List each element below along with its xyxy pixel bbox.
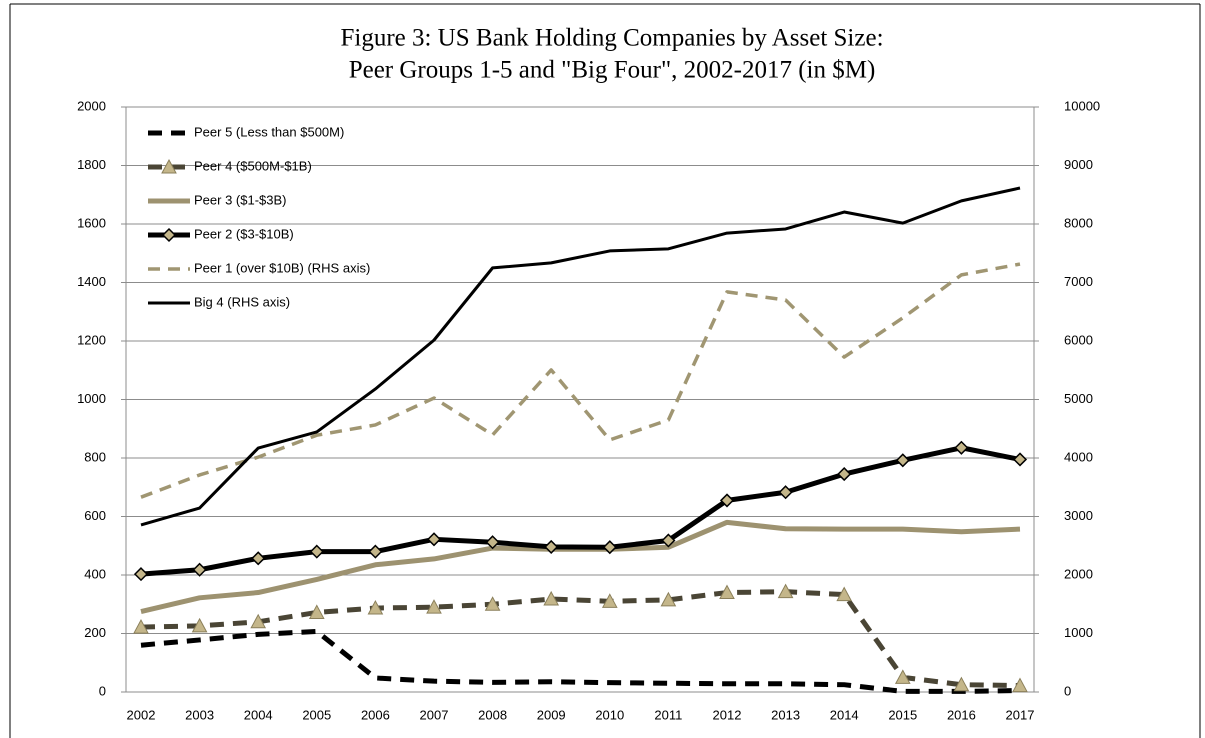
marker: [426, 532, 442, 547]
marker: [368, 544, 383, 559]
marker: [777, 583, 794, 599]
legend-label: Peer 2 ($3-$10B): [194, 226, 294, 241]
marker: [192, 562, 207, 577]
marker: [309, 544, 324, 559]
y2-tick-label: 0: [1064, 683, 1071, 698]
legend-label: Peer 3 ($1-$3B): [194, 192, 287, 207]
y-tick-label: 0: [99, 683, 106, 698]
x-tick-label: 2006: [361, 707, 390, 722]
marker: [1012, 452, 1028, 467]
marker: [661, 533, 676, 548]
marker: [954, 440, 969, 455]
x-tick-label: 2003: [185, 707, 214, 722]
y2-tick-label: 3000: [1064, 508, 1093, 523]
legend-label: Peer 1 (over $10B) (RHS axis): [194, 260, 370, 275]
y-tick-label: 1200: [77, 332, 106, 347]
legend-label: Big 4 (RHS axis): [194, 294, 290, 309]
y2-tick-label: 10000: [1064, 98, 1100, 113]
marker: [953, 676, 970, 692]
series-line: [140, 186, 1021, 527]
series-line: [140, 628, 1021, 694]
y2-tick-label: 4000: [1064, 449, 1093, 464]
marker: [719, 493, 735, 508]
marker: [1012, 677, 1028, 693]
marker: [161, 227, 177, 243]
marker: [660, 591, 677, 607]
y-tick-label: 800: [84, 449, 106, 464]
y2-tick-label: 8000: [1064, 215, 1093, 230]
x-tick-label: 2015: [888, 707, 917, 722]
y-tick-label: 2000: [77, 98, 106, 113]
marker: [602, 540, 617, 555]
series-line: [140, 589, 1021, 689]
marker: [836, 586, 853, 602]
y2-tick-label: 5000: [1064, 391, 1093, 406]
x-tick-label: 2011: [654, 707, 682, 722]
marker: [250, 613, 267, 629]
legend-label: Peer 5 (Less than $500M): [194, 124, 344, 139]
chart-title: Peer Groups 1-5 and "Big Four", 2002-201…: [349, 57, 876, 84]
marker: [895, 453, 910, 468]
x-tick-label: 2005: [302, 707, 331, 722]
y-tick-label: 400: [84, 566, 106, 581]
chart-title: Figure 3: US Bank Holding Companies by A…: [340, 25, 883, 52]
marker: [191, 617, 208, 633]
x-tick-label: 2013: [771, 707, 800, 722]
y-tick-label: 600: [84, 508, 106, 523]
marker: [837, 467, 852, 482]
series-line: [140, 445, 1021, 577]
y-tick-label: 200: [84, 625, 106, 640]
marker: [426, 599, 442, 614]
x-tick-label: 2008: [478, 707, 507, 722]
legend-label: Peer 4 ($500M-$1B): [194, 158, 312, 173]
x-tick-label: 2004: [244, 707, 273, 722]
y2-tick-label: 2000: [1064, 566, 1093, 581]
x-tick-label: 2016: [947, 707, 976, 722]
x-tick-label: 2017: [1006, 707, 1035, 722]
y2-tick-label: 1000: [1064, 625, 1093, 640]
x-tick-label: 2012: [713, 707, 742, 722]
y2-tick-label: 7000: [1064, 274, 1093, 289]
marker: [484, 596, 501, 611]
y-tick-label: 1600: [77, 215, 106, 230]
marker: [894, 669, 911, 684]
x-tick-label: 2009: [537, 707, 566, 722]
x-tick-label: 2014: [830, 707, 859, 722]
marker: [601, 593, 618, 608]
marker: [133, 567, 149, 582]
marker: [719, 584, 735, 600]
y-tick-label: 1800: [77, 157, 106, 172]
marker: [544, 539, 559, 554]
y-tick-label: 1000: [77, 391, 106, 406]
marker: [778, 485, 793, 500]
x-tick-label: 2002: [127, 707, 156, 722]
marker: [133, 619, 149, 634]
marker: [543, 590, 560, 606]
marker: [161, 158, 177, 174]
marker: [367, 599, 384, 615]
marker: [251, 551, 266, 566]
marker: [308, 604, 325, 619]
y2-tick-label: 6000: [1064, 332, 1093, 347]
marker: [485, 535, 500, 550]
y-tick-label: 1400: [77, 274, 106, 289]
x-tick-label: 2007: [420, 707, 449, 722]
y2-tick-label: 9000: [1064, 157, 1093, 172]
x-tick-label: 2010: [595, 707, 624, 722]
